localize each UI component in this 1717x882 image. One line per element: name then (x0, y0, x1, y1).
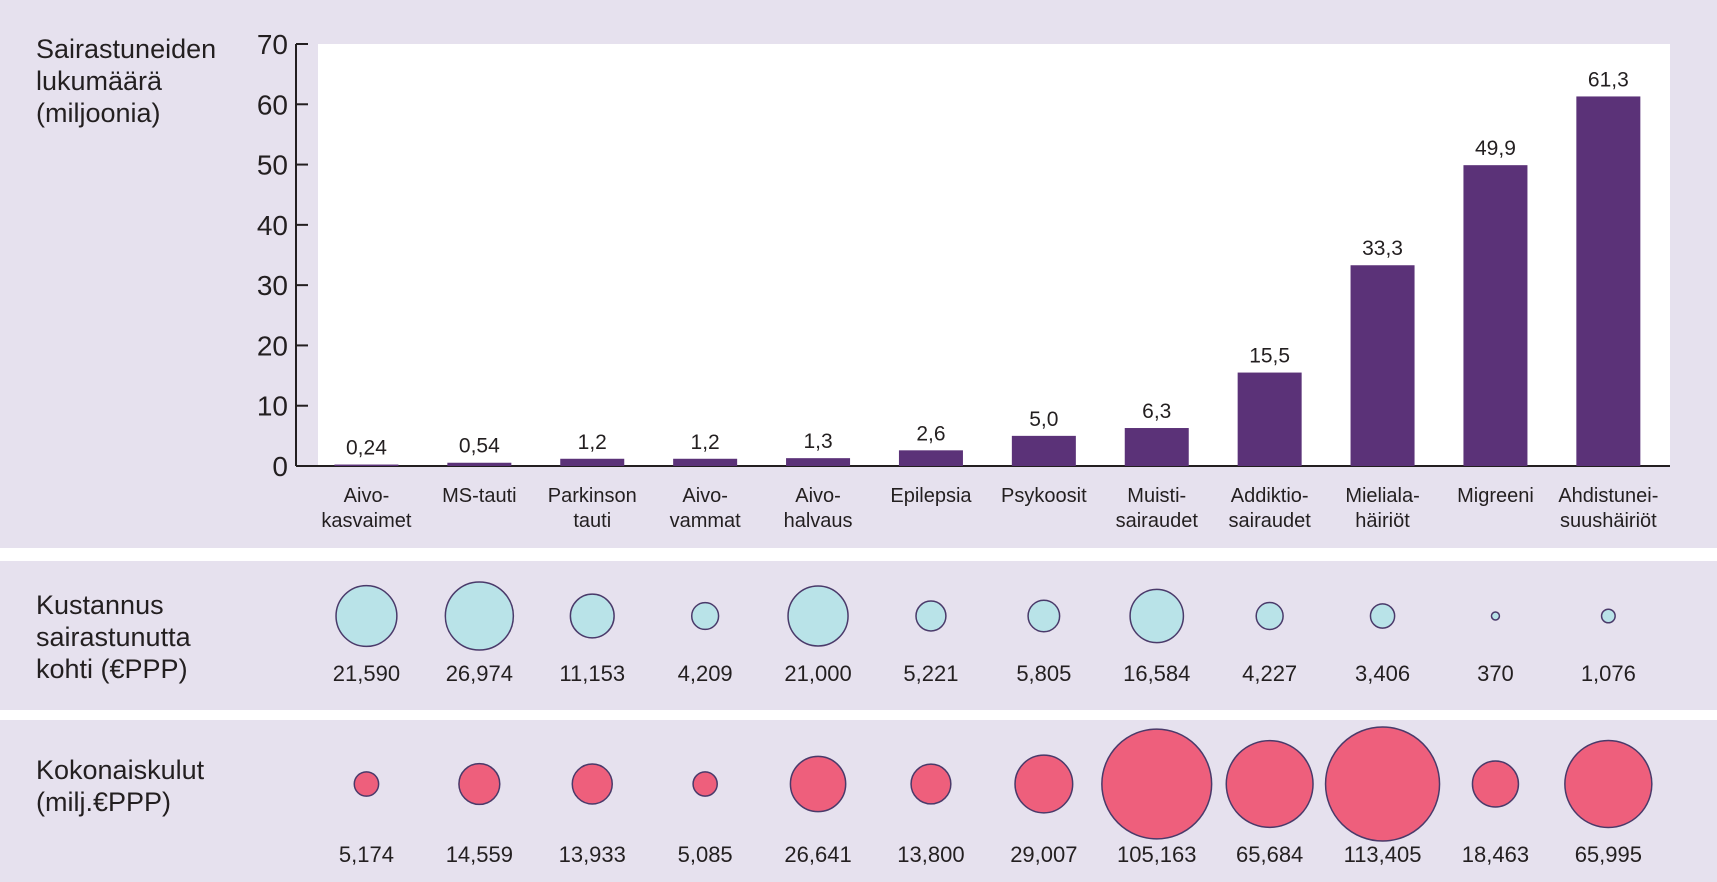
value-label: 16,584 (1123, 661, 1190, 686)
value-label: 13,800 (897, 842, 964, 867)
value-label: 29,007 (1010, 842, 1077, 867)
y-tick-label: 10 (257, 391, 288, 422)
y-tick-label: 40 (257, 210, 288, 241)
x-tick-label: Mieliala-häiriöt (1345, 485, 1419, 532)
value-label: 5,805 (1016, 661, 1071, 686)
row-title: Kokonaiskulut (milj.€PPP) (36, 755, 205, 817)
bubble (692, 771, 718, 797)
bubble (1471, 760, 1520, 808)
bubble (458, 762, 501, 806)
x-tick-label: Epilepsia (890, 485, 972, 507)
value-label: 33,3 (1362, 237, 1403, 260)
value-label: 5,174 (339, 842, 394, 867)
value-label: 13,933 (559, 842, 626, 867)
bubble (444, 581, 515, 651)
value-label: 21,000 (784, 661, 851, 686)
y-tick-label: 60 (257, 89, 288, 120)
x-tick-label: MS-tauti (442, 485, 516, 507)
value-label: 6,3 (1142, 400, 1171, 423)
bubble (335, 584, 398, 648)
bubble (1129, 588, 1185, 644)
value-label: 49,9 (1475, 137, 1516, 160)
bar (1011, 435, 1076, 466)
value-label: 113,405 (1344, 842, 1422, 867)
value-label: 1,2 (578, 431, 607, 454)
bubble (1225, 739, 1314, 829)
bar (560, 458, 625, 466)
value-label: 0,24 (346, 437, 387, 460)
bar (1350, 265, 1415, 466)
x-tick-label: Addiktio-sairaudet (1229, 485, 1312, 532)
value-label: 1,3 (803, 430, 832, 453)
value-label: 11,153 (559, 661, 625, 686)
bubble (1324, 726, 1441, 842)
y-tick-label: 70 (257, 29, 288, 60)
bubble (789, 755, 847, 813)
x-tick-label: Parkinson tauti (548, 485, 637, 532)
x-tick-label: Migreeni (1457, 485, 1534, 507)
x-tick-label: Muisti-sairaudet (1116, 485, 1199, 532)
value-label: 5,221 (903, 661, 958, 686)
value-label: 61,3 (1588, 68, 1629, 91)
bubble (910, 763, 952, 805)
y-tick-label: 20 (257, 330, 288, 361)
bubble (1101, 728, 1213, 840)
y-tick-label: 0 (272, 451, 288, 482)
panel-bg (0, 720, 1717, 882)
plot-bg (318, 44, 1670, 466)
x-tick-label: Psykoosit (1001, 485, 1087, 507)
value-label: 18,463 (1462, 842, 1529, 867)
value-label: 65,995 (1575, 842, 1642, 867)
bubble (915, 600, 947, 632)
value-label: 15,5 (1249, 345, 1290, 368)
bar (673, 458, 738, 466)
bubble (569, 593, 615, 639)
bar (898, 450, 963, 466)
value-label: 21,590 (333, 661, 400, 686)
row-title: Kustannus sairastunutta kohti (€PPP) (36, 590, 192, 684)
row-title: Sairastuneiden lukumäärä (miljoonia) (36, 34, 216, 128)
value-label: 105,163 (1117, 842, 1197, 867)
bar (1576, 96, 1641, 466)
bar (1237, 372, 1302, 466)
bar (334, 464, 399, 466)
x-tick-label: Aivo-kasvaimet (321, 485, 411, 532)
bubble (1255, 601, 1284, 631)
bubble (1564, 739, 1653, 829)
panel-bg (0, 561, 1717, 710)
bar (1124, 428, 1189, 466)
bubble (787, 585, 849, 647)
bubble (690, 601, 720, 631)
value-label: 2,6 (916, 422, 945, 445)
value-label: 26,974 (446, 661, 513, 686)
bubble (1600, 608, 1616, 624)
value-label: 5,0 (1029, 408, 1058, 431)
value-label: 1,2 (691, 431, 720, 454)
bubble (1490, 611, 1501, 621)
y-tick-label: 50 (257, 150, 288, 181)
bubble (1027, 599, 1061, 633)
value-label: 0,54 (459, 435, 500, 458)
x-tick-label: Aivo-vammat (670, 485, 742, 532)
bar (1463, 165, 1528, 466)
value-label: 14,559 (446, 842, 513, 867)
value-label: 3,406 (1355, 661, 1410, 686)
x-tick-label: Aivo-halvaus (784, 485, 853, 532)
bubble (1014, 754, 1074, 814)
bar (447, 462, 512, 466)
value-label: 1,076 (1581, 661, 1636, 686)
value-label: 65,684 (1236, 842, 1303, 867)
value-label: 370 (1477, 661, 1514, 686)
bar (786, 458, 851, 466)
bubble (353, 771, 380, 797)
value-label: 4,209 (678, 661, 733, 686)
value-label: 26,641 (784, 842, 851, 867)
y-tick-label: 30 (257, 270, 288, 301)
bubble (1369, 603, 1396, 629)
value-label: 4,227 (1242, 661, 1297, 686)
value-label: 5,085 (678, 842, 733, 867)
bubble (571, 763, 613, 805)
x-tick-label: Ahdistunei-suushäiriöt (1558, 485, 1658, 532)
